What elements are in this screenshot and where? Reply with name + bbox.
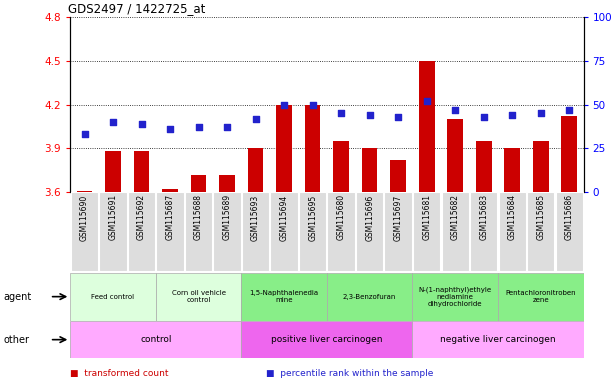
Text: GSM115694: GSM115694 — [280, 194, 288, 241]
FancyBboxPatch shape — [213, 192, 241, 271]
Text: GSM115695: GSM115695 — [308, 194, 317, 241]
FancyBboxPatch shape — [384, 192, 412, 271]
Bar — [156, 273, 241, 321]
Point — [165, 126, 175, 132]
Text: GSM115682: GSM115682 — [451, 194, 459, 240]
FancyBboxPatch shape — [128, 192, 155, 271]
Bar — [70, 273, 156, 321]
Bar — [163, 189, 178, 192]
Bar — [305, 104, 320, 192]
Point — [536, 110, 546, 116]
Point — [108, 119, 118, 125]
Text: N-(1-naphthyl)ethyle
nediamine
dihydrochloride: N-(1-naphthyl)ethyle nediamine dihydroch… — [419, 286, 492, 307]
Point — [279, 101, 289, 108]
Text: GSM115692: GSM115692 — [137, 194, 146, 240]
Bar — [105, 151, 121, 192]
Point — [137, 121, 147, 127]
FancyBboxPatch shape — [242, 192, 269, 271]
Text: GSM115680: GSM115680 — [337, 194, 346, 240]
Bar — [276, 104, 292, 192]
FancyBboxPatch shape — [185, 192, 212, 271]
Point — [479, 114, 489, 120]
FancyBboxPatch shape — [156, 192, 184, 271]
Text: Corn oil vehicle
control: Corn oil vehicle control — [172, 290, 225, 303]
Text: control: control — [140, 335, 172, 344]
Point — [308, 101, 318, 108]
Text: GSM115690: GSM115690 — [80, 194, 89, 241]
Point — [365, 112, 375, 118]
Text: GSM115693: GSM115693 — [251, 194, 260, 241]
Point — [336, 110, 346, 116]
Text: GSM115696: GSM115696 — [365, 194, 374, 241]
Bar — [504, 148, 520, 192]
Point — [422, 98, 431, 104]
Text: GSM115684: GSM115684 — [508, 194, 517, 240]
Bar — [248, 148, 263, 192]
Text: other: other — [3, 334, 29, 345]
Point — [79, 131, 89, 137]
Text: agent: agent — [3, 291, 31, 302]
FancyBboxPatch shape — [413, 192, 441, 271]
Point — [507, 112, 517, 118]
Bar — [134, 151, 149, 192]
FancyBboxPatch shape — [299, 192, 326, 271]
Text: ■  percentile rank within the sample: ■ percentile rank within the sample — [266, 369, 433, 378]
Bar — [562, 116, 577, 192]
Bar — [412, 321, 584, 358]
Text: GSM115686: GSM115686 — [565, 194, 574, 240]
Text: GSM115688: GSM115688 — [194, 194, 203, 240]
Text: GSM115689: GSM115689 — [222, 194, 232, 240]
Bar — [498, 273, 584, 321]
Bar — [191, 174, 207, 192]
Bar — [219, 174, 235, 192]
Bar — [77, 190, 92, 192]
Text: GSM115681: GSM115681 — [422, 194, 431, 240]
FancyBboxPatch shape — [527, 192, 554, 271]
Text: GSM115683: GSM115683 — [479, 194, 488, 240]
Text: ■  transformed count: ■ transformed count — [70, 369, 169, 378]
FancyBboxPatch shape — [499, 192, 526, 271]
Text: 1,5-Naphthalenedia
mine: 1,5-Naphthalenedia mine — [249, 290, 319, 303]
FancyBboxPatch shape — [327, 192, 355, 271]
FancyBboxPatch shape — [271, 192, 298, 271]
Text: GSM115687: GSM115687 — [166, 194, 175, 240]
Point — [565, 107, 574, 113]
Bar — [476, 141, 491, 192]
Point — [251, 116, 260, 122]
Text: negative liver carcinogen: negative liver carcinogen — [440, 335, 556, 344]
Bar — [390, 160, 406, 192]
FancyBboxPatch shape — [71, 192, 98, 271]
Text: GDS2497 / 1422725_at: GDS2497 / 1422725_at — [68, 2, 205, 15]
Text: 2,3-Benzofuran: 2,3-Benzofuran — [343, 294, 397, 300]
Text: Pentachloronitroben
zene: Pentachloronitroben zene — [505, 290, 576, 303]
Bar — [327, 273, 412, 321]
Bar — [362, 148, 378, 192]
Point — [222, 124, 232, 131]
Point — [450, 107, 460, 113]
Bar — [241, 273, 327, 321]
FancyBboxPatch shape — [356, 192, 383, 271]
Text: GSM115697: GSM115697 — [393, 194, 403, 241]
Bar — [241, 321, 412, 358]
FancyBboxPatch shape — [470, 192, 497, 271]
Bar — [412, 273, 498, 321]
Bar — [533, 141, 549, 192]
FancyBboxPatch shape — [100, 192, 126, 271]
Bar — [447, 119, 463, 192]
Bar — [334, 141, 349, 192]
Point — [194, 124, 203, 131]
Text: positive liver carcinogen: positive liver carcinogen — [271, 335, 382, 344]
Text: Feed control: Feed control — [92, 294, 134, 300]
Text: GSM115685: GSM115685 — [536, 194, 545, 240]
Point — [393, 114, 403, 120]
Bar — [419, 61, 434, 192]
Bar — [70, 321, 241, 358]
FancyBboxPatch shape — [555, 192, 583, 271]
FancyBboxPatch shape — [442, 192, 469, 271]
Text: GSM115691: GSM115691 — [109, 194, 117, 240]
